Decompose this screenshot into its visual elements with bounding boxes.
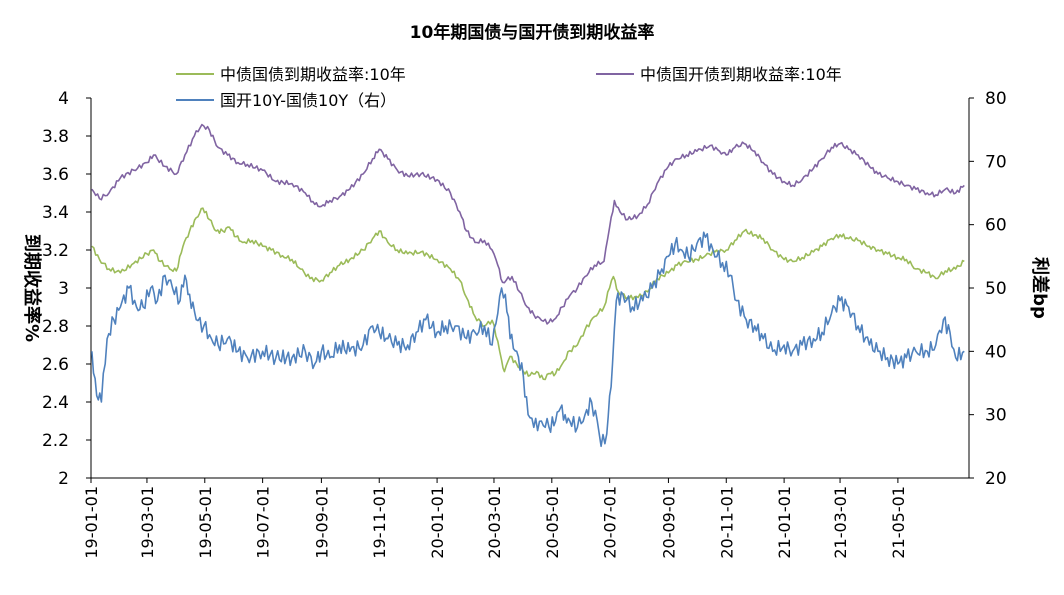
y-tick-left-label: 2.2 bbox=[42, 431, 69, 451]
x-tick-label: 20-07-01 bbox=[601, 486, 620, 559]
x-tick-label: 21-05-01 bbox=[889, 486, 908, 559]
x-tick-label: 19-09-01 bbox=[312, 486, 331, 559]
series-line-2 bbox=[91, 231, 965, 448]
plot-area: 2 2.2 2.4 2.6 2.8 3 3.2 3.4 3.6 3.8 4 20 30 40 50 60 70 8… bbox=[42, 89, 1007, 559]
y-tick-right-label: 80 bbox=[985, 89, 1007, 109]
x-tick-label: 21-01-01 bbox=[775, 486, 794, 559]
y-tick-left-label: 2.6 bbox=[42, 355, 69, 375]
y-tick-right-label: 30 bbox=[985, 406, 1007, 426]
y-tick-right-label: 50 bbox=[985, 279, 1007, 299]
y-tick-right-label: 70 bbox=[985, 152, 1007, 172]
y-tick-right-label: 20 bbox=[985, 469, 1007, 489]
y-tick-left-label: 2.8 bbox=[42, 317, 69, 337]
x-tick-label: 19-03-01 bbox=[138, 486, 157, 559]
x-tick-label: 20-05-01 bbox=[543, 486, 562, 559]
y-axis-title-right: 利差bp bbox=[1029, 257, 1051, 319]
y-tick-left-label: 3.4 bbox=[42, 203, 69, 223]
y-tick-right-label: 60 bbox=[985, 216, 1007, 236]
x-tick-label: 20-03-01 bbox=[485, 486, 504, 559]
legend-label-cdb: 中债国开债到期收益率:10年 bbox=[640, 65, 842, 84]
legend: 中债国债到期收益率:10年 中债国开债到期收益率:10年 国开10Y-国债10Y… bbox=[176, 65, 842, 110]
legend-label-spread: 国开10Y-国债10Y（右） bbox=[220, 91, 396, 110]
x-tick-label: 19-05-01 bbox=[196, 486, 215, 559]
x-tick-label: 20-09-01 bbox=[659, 486, 678, 559]
series-line-0 bbox=[91, 207, 965, 381]
series-line-1 bbox=[91, 123, 965, 325]
legend-label-cgb: 中债国债到期收益率:10年 bbox=[220, 65, 406, 84]
x-tick-label: 21-03-01 bbox=[831, 486, 850, 559]
y-tick-left-label: 2.4 bbox=[42, 393, 69, 413]
y-tick-right-label: 40 bbox=[985, 342, 1007, 362]
x-tick-label: 19-01-01 bbox=[82, 486, 101, 559]
y-tick-left-label: 3 bbox=[58, 279, 69, 299]
x-tick-label: 19-07-01 bbox=[254, 486, 273, 559]
y-tick-left-label: 4 bbox=[58, 89, 69, 109]
chart-title: 10年期国债与国开债到期收益率 bbox=[410, 22, 655, 43]
y-tick-left-label: 3.8 bbox=[42, 127, 69, 147]
y-axis-title-left: 到期收益率% bbox=[21, 234, 43, 342]
y-tick-left-label: 2 bbox=[58, 469, 69, 489]
x-tick-label: 20-11-01 bbox=[717, 486, 736, 559]
x-tick-label: 20-01-01 bbox=[428, 486, 447, 559]
x-tick-label: 19-11-01 bbox=[370, 486, 389, 559]
y-tick-left-label: 3.2 bbox=[42, 241, 69, 261]
y-tick-left-label: 3.6 bbox=[42, 165, 69, 185]
